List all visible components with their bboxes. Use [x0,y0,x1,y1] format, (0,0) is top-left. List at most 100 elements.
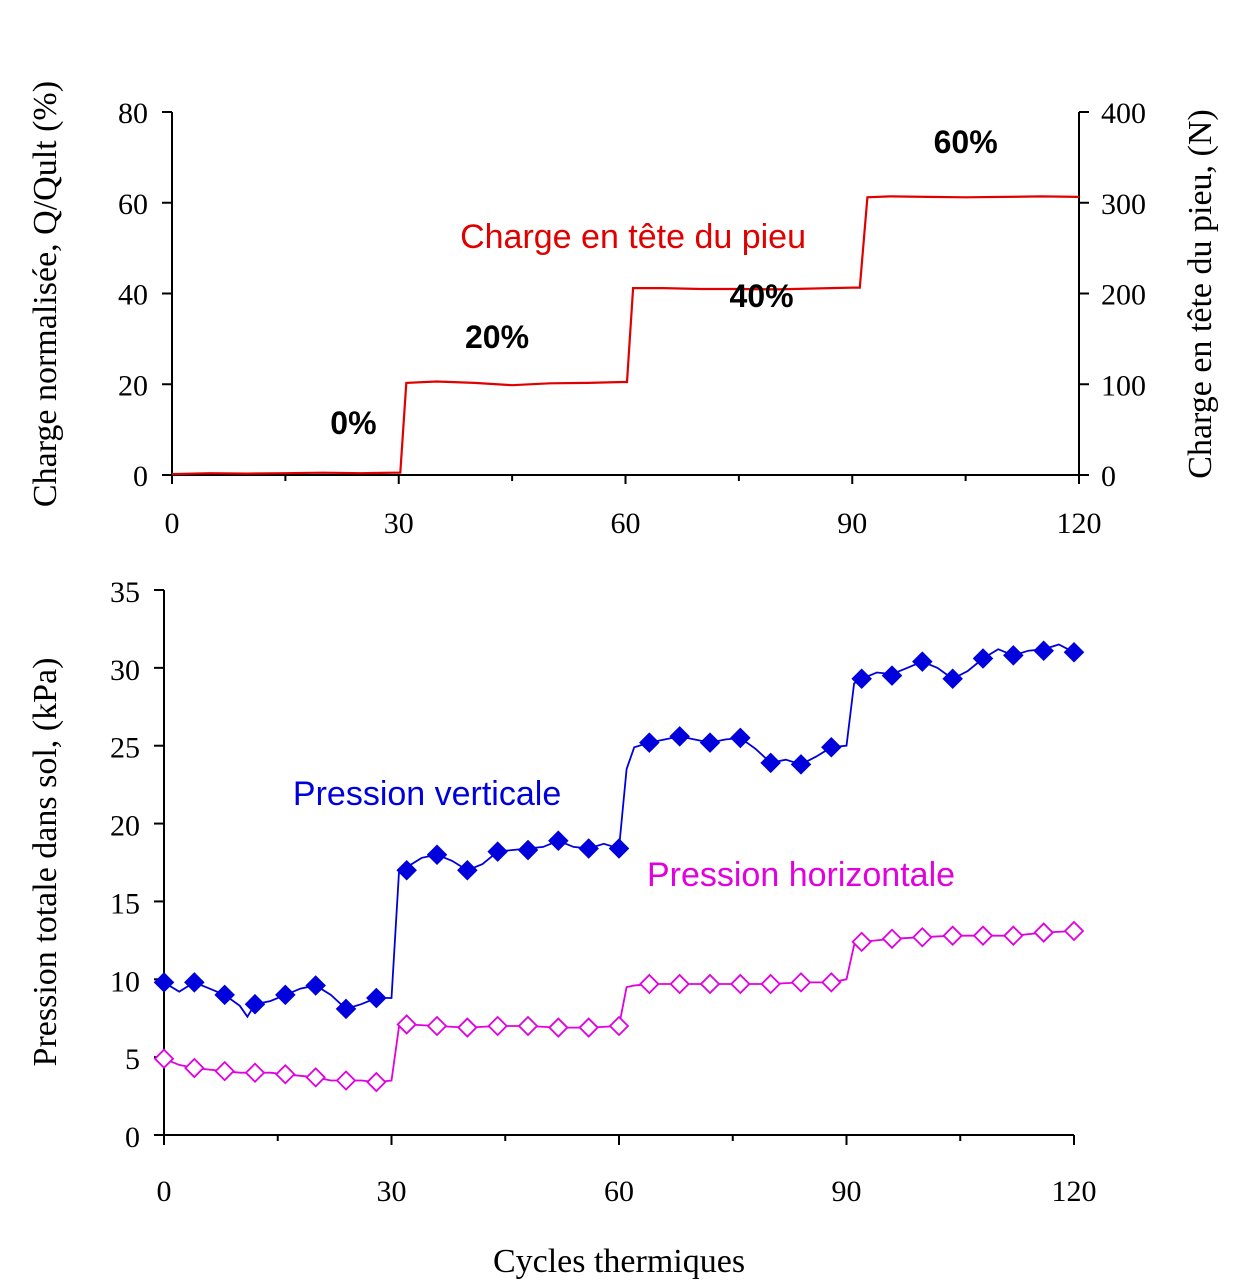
vertical-pressure-point [487,841,508,862]
pressure-chart: 0 30 60 90 120 0 5 10 15 20 25 30 35 Pression verti… [27,576,1097,1280]
vertical-pressure-point [608,838,630,859]
horizontal-pressure-point [578,1017,599,1038]
load-chart-x-ticks: 0 30 60 90 120 [165,475,1102,540]
load-chart-annotations: 0% 20% 40% 60% Charge en tête du pieu [330,124,997,441]
horizontal-pressure-point [942,925,963,946]
y-tick-label: 60 [118,188,148,221]
horizontal-pressure-point [487,1015,508,1037]
vertical-pressure-point [1063,642,1085,663]
y2-tick-label: 0 [1101,460,1116,493]
horizontal-pressure-point [1063,920,1085,942]
vertical-pressure-point [396,860,417,881]
vertical-pressure-point [305,975,326,996]
vertical-pressure-line [163,643,1075,1019]
horizontal-pressure-point [548,1017,569,1038]
horizontal-pressure-label: Pression horizontale [647,856,955,894]
horizontal-pressure-point [305,1067,326,1088]
vertical-pressure-point [912,651,933,672]
vertical-pressure-point [942,668,963,690]
vertical-pressure-point [760,752,781,774]
y-tick-label: 40 [118,279,148,312]
load-series-line [171,195,1080,476]
pressure-chart-annotations: Pression verticale Pression horizontale [293,775,955,894]
vertical-pressure-point [669,726,690,747]
vertical-pressure-point [730,727,751,749]
vertical-pressure-point [275,984,296,1006]
horizontal-pressure-point [851,931,872,953]
x-tick-label: 0 [157,1175,172,1208]
x-tick-label: 0 [165,507,180,540]
vertical-pressure-point [366,987,387,1009]
horizontal-pressure-point [760,973,781,995]
horizontal-pressure-point [881,928,903,950]
horizontal-pressure-point [608,1015,630,1037]
vertical-pressure-point [517,839,539,861]
horizontal-pressure-point [517,1015,539,1037]
y-tick-label: 20 [110,810,140,843]
load-chart-y2-axis-title: Charge en tête du pieu, (N) [1182,109,1219,478]
y-tick-label: 0 [125,1121,140,1154]
y-tick-label: 35 [110,576,140,609]
horizontal-pressure-point [366,1071,387,1093]
horizontal-pressure-point [821,972,842,993]
load-series-label: Charge en tête du pieu [460,218,806,256]
x-tick-label: 30 [384,507,414,540]
horizontal-pressure-point [1033,922,1054,943]
y-tick-label: 20 [118,369,148,402]
pressure-chart-y-axis-title: Pression totale dans sol, (kPa) [27,658,64,1067]
horizontal-pressure-point [790,972,812,993]
vertical-pressure-point [578,838,599,859]
horizontal-pressure-point [396,1014,417,1035]
vertical-pressure-point [821,736,842,758]
vertical-pressure-point [457,860,478,881]
horizontal-pressure-point [730,973,751,995]
load-chart-y2-ticks: 0 100 200 300 400 [1079,97,1146,493]
x-tick-label: 30 [377,1175,407,1208]
vertical-pressure-point [790,754,812,775]
y-tick-label: 5 [125,1043,140,1076]
y2-tick-label: 300 [1101,188,1146,221]
load-percentage-label: 60% [934,124,998,160]
y-tick-label: 0 [133,460,148,493]
pressure-chart-y-ticks: 0 5 10 15 20 25 30 35 [110,576,164,1154]
horizontal-pressure-point [639,973,660,995]
load-chart: 0 30 60 90 120 0 20 40 60 80 0 100 200 300 400 0% 20%… [27,81,1219,540]
load-chart-y-ticks: 0 20 40 60 80 [118,97,172,493]
horizontal-pressure-point [275,1063,296,1085]
vertical-pressure-point [153,972,175,993]
x-tick-label: 60 [604,1175,634,1208]
vertical-pressure-point [184,972,205,993]
vertical-pressure-point [426,844,448,865]
vertical-pressure-point [548,830,569,851]
x-tick-label: 60 [611,507,641,540]
y2-tick-label: 100 [1101,369,1146,402]
y2-tick-label: 200 [1101,279,1146,312]
pressure-chart-series [153,640,1085,1093]
y-tick-label: 10 [110,965,140,998]
x-tick-label: 90 [837,507,867,540]
horizontal-pressure-point [426,1015,448,1037]
horizontal-pressure-point [184,1057,205,1079]
vertical-pressure-point [1003,645,1024,666]
load-chart-y-axis-title: Charge normalisée, Q/Qult (%) [27,81,64,507]
vertical-pressure-point [244,993,266,1015]
horizontal-pressure-point [153,1048,175,1069]
x-tick-label: 90 [832,1175,862,1208]
horizontal-pressure-point [912,926,933,948]
horizontal-pressure-line [163,930,1075,1084]
horizontal-pressure-point [335,1070,357,1091]
vertical-pressure-point [699,732,721,753]
y2-tick-label: 400 [1101,97,1146,130]
load-chart-series [171,195,1080,476]
vertical-pressure-point [335,998,357,1020]
horizontal-pressure-point [699,973,721,995]
pressure-chart-x-ticks: 0 30 60 90 120 [157,1135,1097,1208]
y-tick-label: 25 [110,732,140,765]
y-tick-label: 15 [110,887,140,920]
horizontal-pressure-point [669,973,690,995]
vertical-pressure-point [214,984,235,1006]
vertical-pressure-point [881,665,903,686]
vertical-pressure-point [972,648,994,669]
horizontal-pressure-point [457,1017,478,1038]
